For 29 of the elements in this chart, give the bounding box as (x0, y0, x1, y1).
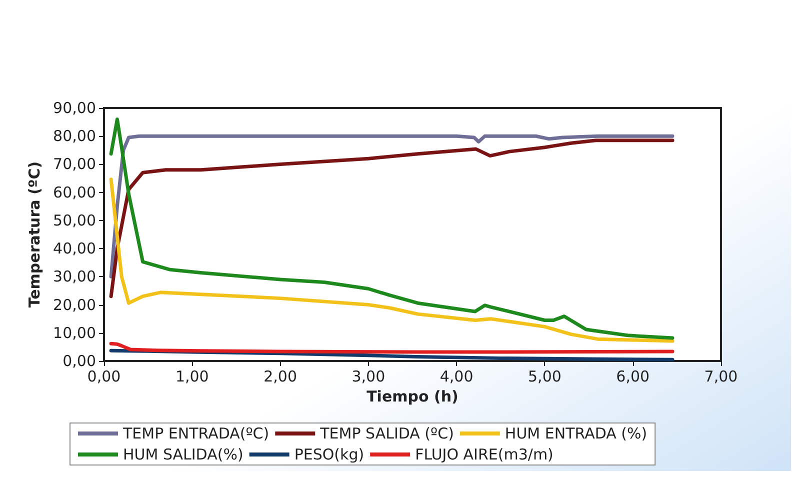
legend-label: TEMP SALIDA (ºC) (319, 424, 454, 442)
y-tick-label: 50,00 (53, 211, 96, 230)
legend-label: PESO(kg) (294, 446, 364, 464)
line-series (109, 117, 674, 340)
legend-label: HUM SALIDA(%) (123, 446, 244, 464)
x-tick-label: 7,00 (704, 368, 738, 386)
y-tick-label: 40,00 (53, 240, 96, 258)
x-axis-title: Tiempo (h) (366, 387, 458, 406)
x-tick-label: 3,00 (352, 368, 386, 386)
x-tick-label: 5,00 (528, 368, 562, 386)
y-tick-label: 10,00 (53, 324, 96, 342)
x-tick-label: 0,00 (87, 368, 121, 386)
x-tick-label: 2,00 (264, 368, 297, 386)
y-tick-label: 0,00 (62, 352, 96, 370)
legend-label: HUM ENTRADA (%) (504, 424, 648, 442)
x-tick-label: 4,00 (440, 368, 474, 386)
x-tick-label: 6,00 (616, 368, 650, 386)
y-tick-label: 80,00 (53, 127, 96, 146)
legend-label: TEMP ENTRADA(ºC) (122, 424, 270, 442)
y-tick-label: 20,00 (53, 296, 96, 314)
legend-label: FLUJO AIRE(m3/m) (415, 446, 554, 464)
line-series (109, 178, 674, 343)
y-tick-label: 90,00 (53, 99, 96, 117)
y-tick-label: 70,00 (53, 155, 96, 174)
line-series (109, 342, 674, 354)
y-tick-label: 30,00 (53, 268, 96, 286)
y-axis-title: Temperatura (ºC) (26, 161, 44, 308)
x-tick-label: 1,00 (175, 368, 209, 386)
y-tick-label: 60,00 (53, 183, 96, 202)
